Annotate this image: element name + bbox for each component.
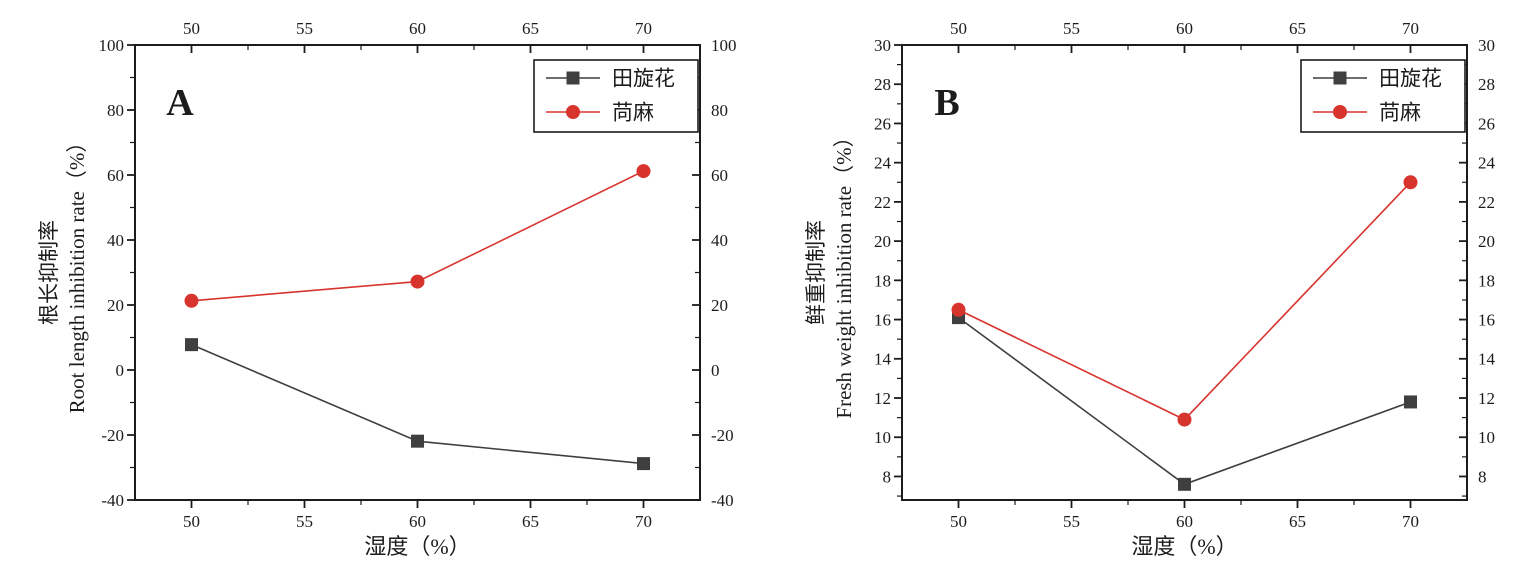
y-tick-label-left: 20 — [107, 296, 124, 315]
y-tick-label-right: 8 — [1478, 467, 1487, 486]
y-tick-label-right: 0 — [711, 361, 720, 380]
x-tick-label-top: 60 — [1176, 19, 1193, 38]
legend-label-0: 田旋花 — [1379, 66, 1442, 90]
series-marker-1 — [636, 164, 651, 179]
y-tick-label-right: 18 — [1478, 271, 1495, 290]
x-tick-label-top: 55 — [1063, 19, 1080, 38]
x-tick-label-bottom: 70 — [1402, 512, 1419, 531]
x-tick-label-bottom: 65 — [1289, 512, 1306, 531]
y-tick-label-left: 100 — [99, 36, 125, 55]
y-tick-label-left: 16 — [874, 311, 891, 330]
series-marker-1 — [184, 293, 199, 308]
y-tick-label-left: 0 — [116, 361, 125, 380]
y-tick-label-left: 24 — [874, 154, 892, 173]
x-tick-label-top: 50 — [183, 19, 200, 38]
y-tick-label-right: 20 — [711, 296, 728, 315]
legend-marker-0 — [1333, 71, 1347, 85]
series-marker-0 — [637, 457, 650, 471]
chart-panel-b: 8 8 10 10 12 12 14 14 16 16 18 18 20 20 22 22 24 24 26 26 28… — [767, 0, 1534, 570]
y-tick-label-left: -20 — [101, 426, 124, 445]
y-tick-label-left: 30 — [874, 36, 891, 55]
y-tick-label-right: -40 — [711, 491, 734, 510]
x-tick-label-bottom: 60 — [1176, 512, 1193, 531]
line-chart-fresh-weight: 8 8 10 10 12 12 14 14 16 16 18 18 20 20 22 22 24 24 26 26 28… — [767, 0, 1534, 570]
y-tick-label-right: -20 — [711, 426, 734, 445]
y-tick-label-right: 28 — [1478, 75, 1495, 94]
chart-panel-a: -40 -40 -20 -20 0 0 20 20 40 40 60 60 80 80 100 100 50 50… — [0, 0, 767, 570]
y-axis-label-en: Fresh weight inhibition rate（%） — [832, 126, 856, 418]
y-tick-label-right: 100 — [711, 36, 737, 55]
x-tick-label-bottom: 55 — [296, 512, 313, 531]
y-tick-label-left: -40 — [101, 491, 124, 510]
y-tick-label-right: 30 — [1478, 36, 1495, 55]
legend-label-1: 苘麻 — [1379, 100, 1421, 124]
series-marker-1 — [1177, 412, 1192, 427]
y-tick-label-left: 12 — [874, 389, 891, 408]
y-tick-label-right: 60 — [711, 166, 728, 185]
y-tick-label-left: 18 — [874, 271, 891, 290]
y-tick-label-left: 8 — [883, 467, 892, 486]
y-tick-label-right: 26 — [1478, 114, 1495, 133]
y-tick-label-left: 60 — [107, 166, 124, 185]
panel-letter: A — [166, 82, 194, 124]
series-marker-0 — [1404, 395, 1417, 409]
series-marker-1 — [1403, 175, 1418, 190]
legend-marker-0 — [566, 71, 580, 85]
y-tick-label-right: 10 — [1478, 428, 1495, 447]
y-tick-label-left: 10 — [874, 428, 891, 447]
y-axis-label-en: Root length inhibition rate（%） — [65, 132, 89, 414]
y-tick-label-left: 28 — [874, 75, 891, 94]
series-marker-0 — [185, 338, 198, 352]
y-tick-label-left: 80 — [107, 101, 124, 120]
x-tick-label-top: 70 — [1402, 19, 1419, 38]
x-tick-label-top: 65 — [522, 19, 539, 38]
legend-marker-1 — [566, 105, 580, 119]
y-tick-label-right: 80 — [711, 101, 728, 120]
y-tick-label-right: 16 — [1478, 311, 1495, 330]
series-marker-1 — [410, 274, 425, 289]
legend-box — [1300, 59, 1466, 133]
y-tick-label-left: 26 — [874, 114, 891, 133]
series-marker-0 — [1178, 477, 1191, 491]
x-tick-label-bottom: 50 — [950, 512, 967, 531]
y-tick-label-left: 20 — [874, 232, 891, 251]
legend-label-1: 苘麻 — [612, 100, 654, 124]
y-tick-label-right: 20 — [1478, 232, 1495, 251]
x-tick-label-top: 50 — [950, 19, 967, 38]
x-tick-label-top: 60 — [409, 19, 426, 38]
y-axis-label-zh: 根长抑制率 — [37, 220, 61, 325]
y-tick-label-right: 12 — [1478, 389, 1495, 408]
y-tick-label-right: 40 — [711, 231, 728, 250]
x-axis-label: 湿度（%） — [364, 534, 470, 559]
y-tick-label-left: 14 — [874, 350, 892, 369]
x-tick-label-bottom: 50 — [183, 512, 200, 531]
legend-label-0: 田旋花 — [612, 66, 675, 90]
y-tick-label-left: 22 — [874, 193, 891, 212]
panel-letter: B — [934, 82, 959, 124]
x-tick-label-bottom: 55 — [1063, 512, 1080, 531]
x-tick-label-bottom: 60 — [409, 512, 426, 531]
y-tick-label-right: 14 — [1478, 350, 1496, 369]
y-tick-label-left: 40 — [107, 231, 124, 250]
x-axis-label: 湿度（%） — [1131, 534, 1237, 559]
series-marker-0 — [411, 434, 424, 448]
x-tick-label-bottom: 70 — [635, 512, 652, 531]
y-axis-label-zh: 鲜重抑制率 — [804, 220, 828, 325]
x-tick-label-top: 55 — [296, 19, 313, 38]
x-tick-label-top: 70 — [635, 19, 652, 38]
legend-marker-1 — [1333, 105, 1347, 119]
y-tick-label-right: 22 — [1478, 193, 1495, 212]
x-tick-label-bottom: 65 — [522, 512, 539, 531]
line-chart-root-length: -40 -40 -20 -20 0 0 20 20 40 40 60 60 80 80 100 100 50 50… — [0, 0, 767, 570]
x-tick-label-top: 65 — [1289, 19, 1306, 38]
series-marker-1 — [951, 302, 966, 317]
y-tick-label-right: 24 — [1478, 154, 1496, 173]
legend-box — [533, 59, 699, 133]
